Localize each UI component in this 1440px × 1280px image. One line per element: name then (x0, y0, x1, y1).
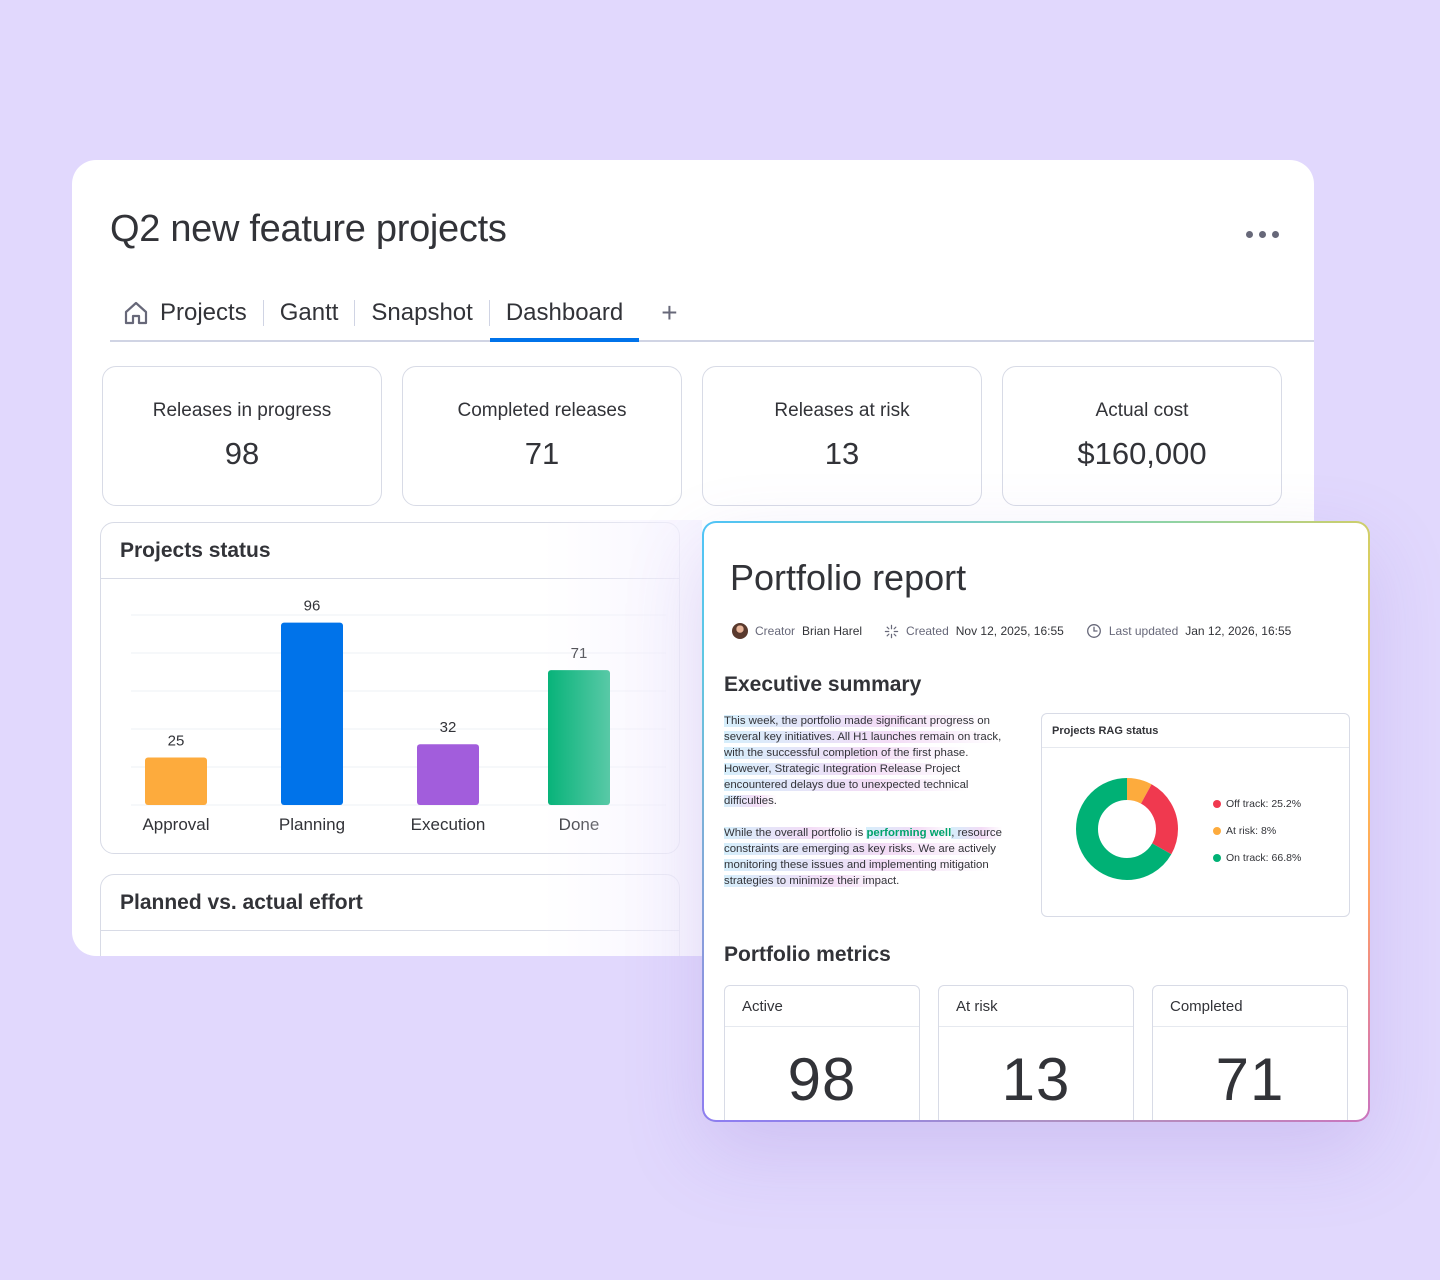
dot-icon (1258, 230, 1266, 238)
kpi-label: Actual cost (1095, 400, 1189, 421)
rag-title: Projects RAG status (1042, 714, 1349, 748)
meta-creator: Creator Brian Harel (732, 623, 862, 639)
summary-highlight: performing well (866, 827, 952, 839)
metric-label: Active (725, 986, 919, 1027)
portfolio-report: Portfolio report Creator Brian Harel Cre… (704, 523, 1368, 1120)
rag-status-widget[interactable]: Projects RAG status Off track: 25.2% At … (1041, 713, 1350, 917)
kpi-completed-releases[interactable]: Completed releases 71 (402, 366, 682, 506)
metric-at-risk[interactable]: At risk 13 (938, 985, 1134, 1120)
bar (417, 744, 479, 805)
category-label: Execution (411, 815, 486, 834)
summary-text-start: While the overall portfolio is (724, 827, 867, 839)
kpi-value: 98 (224, 436, 260, 471)
kpi-releases-in-progress[interactable]: Releases in progress 98 (102, 366, 382, 506)
metric-completed[interactable]: Completed 71 (1152, 985, 1348, 1120)
more-options-button[interactable] (1238, 222, 1286, 246)
planned-vs-actual-widget[interactable]: Planned vs. actual effort (100, 874, 680, 956)
legend-label: On track: 66.8% (1226, 851, 1302, 864)
metric-value: 71 (1215, 1046, 1285, 1113)
tab-label: Snapshot (371, 299, 473, 326)
metric-value: 98 (787, 1046, 857, 1113)
updated-date: Jan 12, 2026, 16:55 (1185, 624, 1292, 638)
tab-label: Gantt (279, 299, 339, 326)
tab-divider (262, 300, 264, 326)
dot-icon (1271, 230, 1279, 238)
kpi-label: Releases at risk (774, 400, 910, 421)
metric-label: Completed (1153, 986, 1347, 1027)
tab-divider (354, 300, 356, 326)
meta-created: Created Nov 12, 2025, 16:55 (884, 624, 1064, 639)
summary-text: This week, the portfolio made significan… (724, 715, 1002, 807)
legend-dot (1213, 799, 1221, 808)
home-icon (124, 301, 148, 325)
donut-slice (1076, 778, 1178, 880)
created-date: Nov 12, 2025, 16:55 (955, 624, 1064, 638)
category-label: Planning (279, 815, 345, 834)
kpi-value: $160,000 (1077, 436, 1207, 471)
bar (281, 622, 343, 805)
legend-label: At risk: 8% (1226, 824, 1277, 837)
portfolio-metrics-title: Portfolio metrics (724, 943, 891, 966)
dot-icon (1245, 230, 1253, 238)
bar-value-label: 71 (571, 645, 588, 662)
board-title: Q2 new feature projects (110, 208, 507, 250)
metric-active[interactable]: Active 98 (724, 985, 920, 1120)
rag-donut-chart (1076, 778, 1178, 880)
metric-value: 13 (1001, 1046, 1071, 1113)
widget-title: Planned vs. actual effort (101, 875, 679, 931)
bar (145, 757, 207, 805)
report-meta: Creator Brian Harel Created Nov 12, 2025… (732, 623, 1313, 639)
meta-label: Created (906, 624, 949, 638)
add-view-button[interactable]: + (661, 297, 678, 328)
creator-name[interactable]: Brian Harel (802, 624, 863, 638)
tab-dashboard[interactable]: Dashboard (489, 286, 640, 342)
report-title: Portfolio report (730, 557, 967, 598)
view-tabs: Projects Gantt Snapshot Dashboard + (110, 286, 1314, 342)
meta-updated: Last updated Jan 12, 2026, 16:55 (1086, 623, 1292, 639)
executive-summary-title: Executive summary (724, 673, 922, 696)
legend-at-risk: At risk: 8% (1213, 823, 1301, 838)
kpi-value: 13 (824, 436, 860, 471)
meta-label: Creator (755, 624, 796, 638)
legend-on-track: On track: 66.8% (1213, 850, 1301, 865)
summary-paragraph: This week, the portfolio made significan… (724, 713, 1014, 809)
legend-dot (1213, 853, 1221, 862)
summary-paragraph: While the overall portfolio is performin… (724, 825, 1014, 889)
kpi-label: Releases in progress (152, 400, 332, 421)
rag-legend: Off track: 25.2% At risk: 8% On track: 6… (1213, 796, 1301, 877)
bar-value-label: 32 (440, 719, 457, 736)
projects-status-widget[interactable]: Projects status 25 Approval 96 Planning 32 Ex… (100, 522, 680, 854)
bar (548, 670, 610, 805)
category-label: Done (559, 815, 600, 834)
donut-slice (1076, 778, 1178, 880)
kpi-actual-cost[interactable]: Actual cost $160,000 (1002, 366, 1282, 506)
category-label: Approval (142, 815, 209, 834)
legend-off-track: Off track: 25.2% (1213, 796, 1301, 811)
tab-label: Projects (160, 299, 247, 326)
widget-title: Projects status (101, 523, 679, 579)
tab-projects[interactable]: Projects (110, 286, 263, 340)
sparkle-icon (884, 624, 899, 638)
legend-label: Off track: 25.2% (1226, 797, 1302, 810)
kpi-label: Completed releases (457, 400, 627, 421)
legend-dot (1213, 826, 1221, 835)
executive-summary: This week, the portfolio made significan… (724, 713, 1014, 905)
tab-gantt[interactable]: Gantt (264, 286, 355, 340)
tab-label: Dashboard (505, 299, 624, 326)
bar-value-label: 96 (304, 598, 321, 615)
portfolio-report-card: Portfolio report Creator Brian Harel Cre… (702, 521, 1370, 1122)
tab-snapshot[interactable]: Snapshot (355, 286, 488, 340)
bar-value-label: 25 (168, 733, 185, 750)
projects-status-chart: 25 Approval 96 Planning 32 Execution 71 Done (131, 598, 666, 834)
kpi-value: 71 (524, 436, 560, 471)
metric-label: At risk (939, 986, 1133, 1027)
clock-icon (1086, 624, 1101, 638)
meta-label: Last updated (1108, 624, 1179, 638)
avatar (732, 623, 748, 639)
tab-divider (488, 300, 490, 326)
kpi-releases-at-risk[interactable]: Releases at risk 13 (702, 366, 982, 506)
